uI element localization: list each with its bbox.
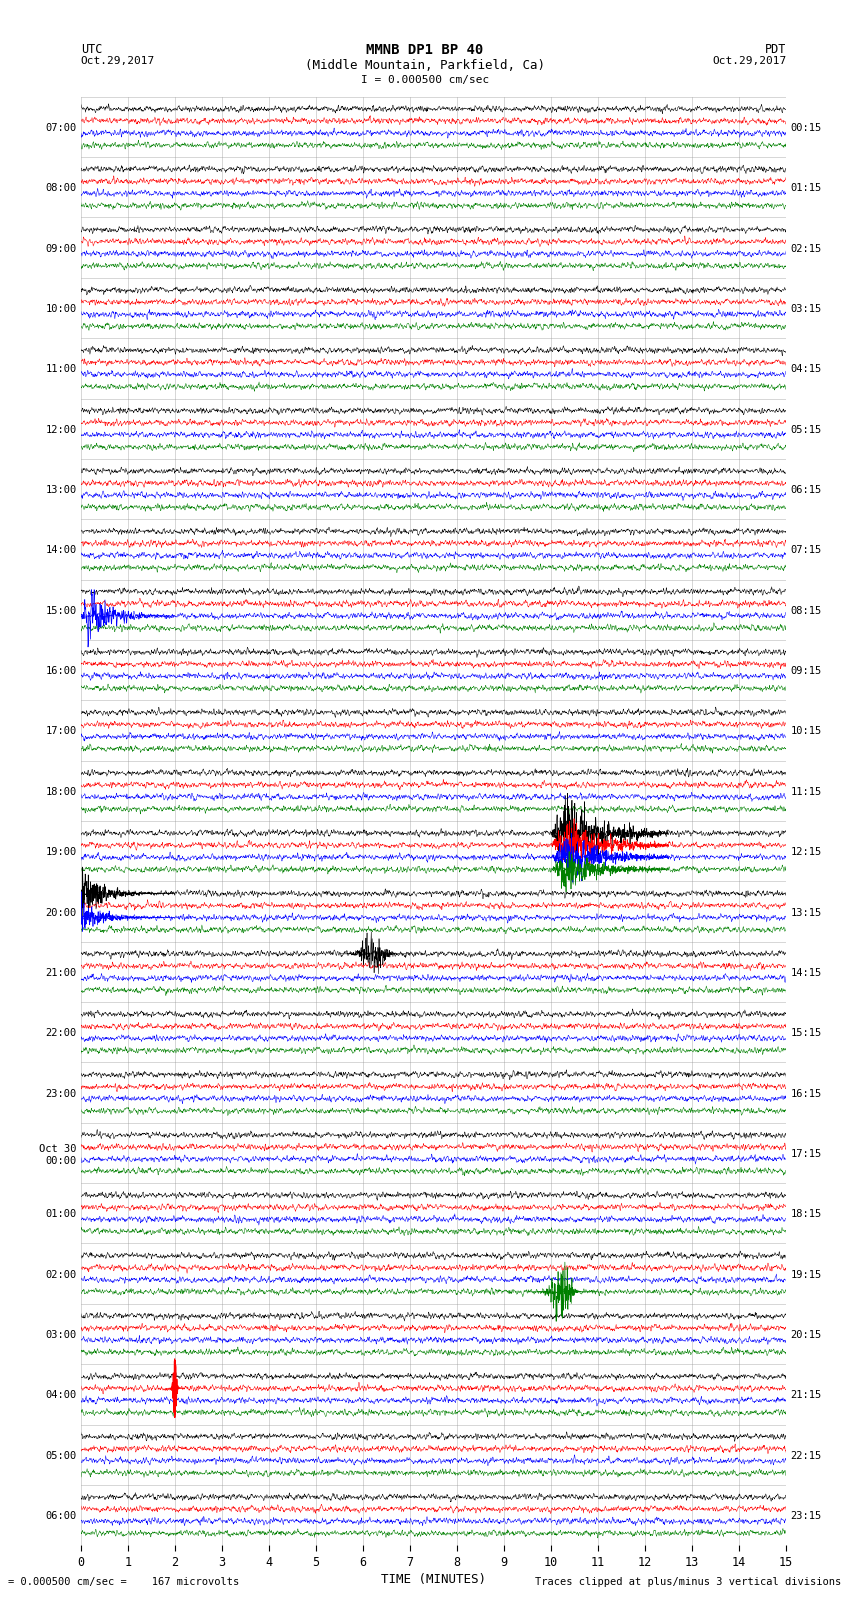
Text: UTC: UTC (81, 44, 102, 56)
X-axis label: TIME (MINUTES): TIME (MINUTES) (381, 1573, 486, 1586)
Text: (Middle Mountain, Parkfield, Ca): (Middle Mountain, Parkfield, Ca) (305, 58, 545, 73)
Text: Oct.29,2017: Oct.29,2017 (712, 56, 786, 66)
Text: I = 0.000500 cm/sec: I = 0.000500 cm/sec (361, 76, 489, 85)
Text: Oct.29,2017: Oct.29,2017 (81, 56, 155, 66)
Text: = 0.000500 cm/sec =    167 microvolts: = 0.000500 cm/sec = 167 microvolts (8, 1578, 240, 1587)
Text: Traces clipped at plus/minus 3 vertical divisions: Traces clipped at plus/minus 3 vertical … (536, 1578, 842, 1587)
Text: MMNB DP1 BP 40: MMNB DP1 BP 40 (366, 44, 484, 56)
Text: PDT: PDT (765, 44, 786, 56)
